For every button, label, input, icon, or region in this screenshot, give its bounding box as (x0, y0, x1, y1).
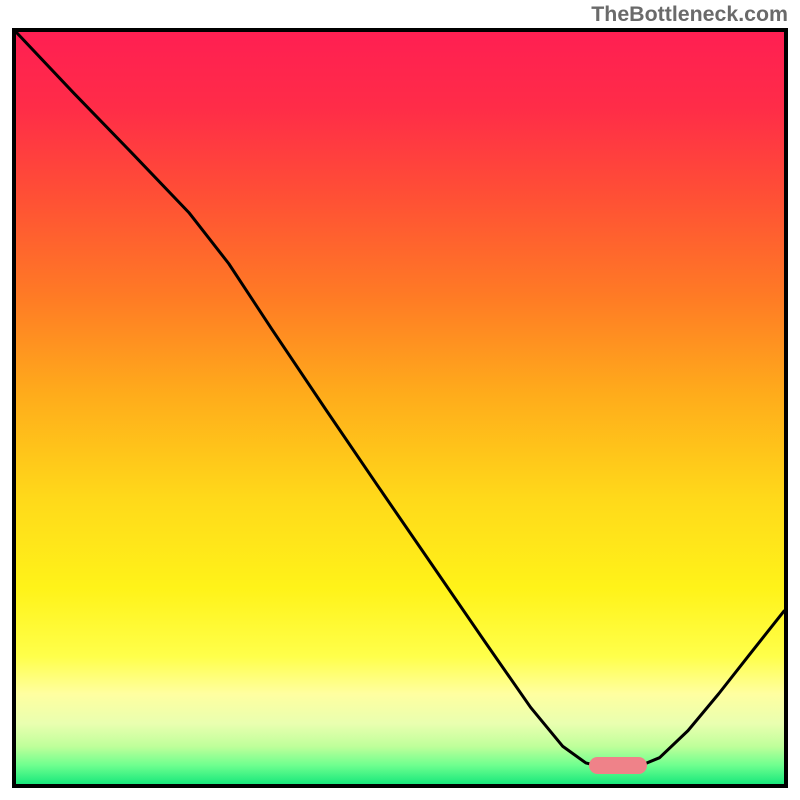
curve-line (16, 32, 784, 784)
watermark-text: TheBottleneck.com (591, 2, 788, 27)
minimum-marker (589, 757, 647, 774)
chart-container: { "watermark": { "text": "TheBottleneck.… (0, 0, 800, 800)
chart-box (12, 28, 788, 788)
